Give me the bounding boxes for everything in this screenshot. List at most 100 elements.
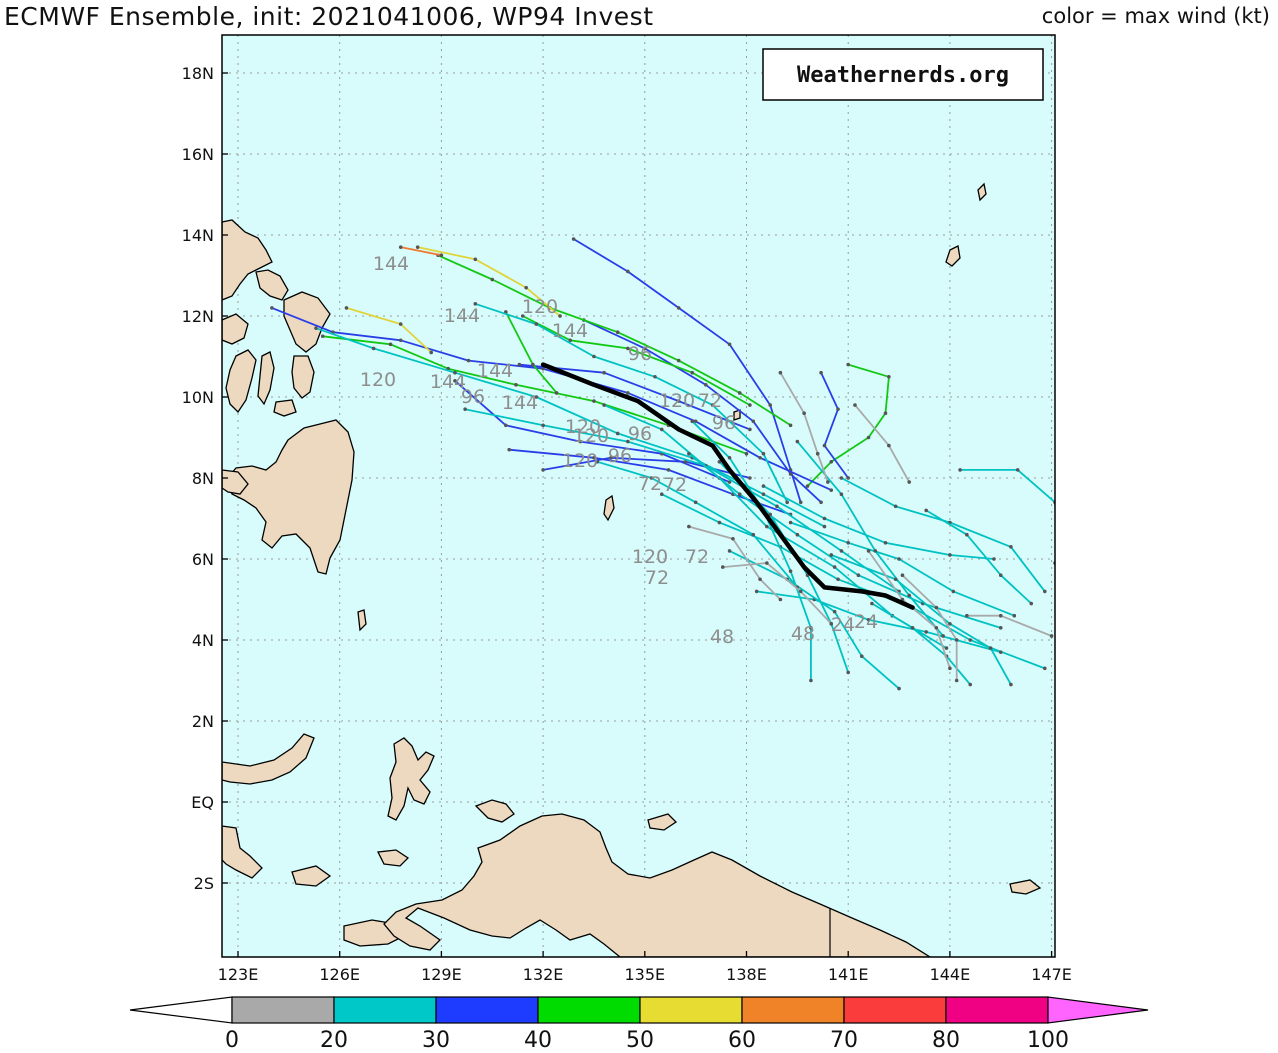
forecast-hour-label: 120 [659, 390, 695, 412]
forecast-hour-label: 144 [502, 392, 538, 414]
track-point [748, 476, 752, 480]
track-point [659, 427, 664, 432]
track-point [788, 472, 793, 476]
watermark-text: Weathernerds.org [797, 63, 1009, 88]
track-point [1009, 682, 1013, 687]
track-point [717, 460, 722, 464]
track-point [832, 565, 837, 569]
track-point [788, 423, 793, 428]
land-talaud [357, 609, 367, 632]
track-point [853, 403, 857, 407]
track-point [761, 484, 766, 488]
track-point [998, 626, 1003, 630]
track-point [887, 374, 891, 379]
track-point [568, 338, 573, 343]
track-point [751, 419, 756, 424]
track-point [415, 245, 420, 249]
track-point [846, 541, 850, 545]
land-buru [291, 865, 332, 887]
track-point [809, 678, 813, 683]
wind-colorbar: 0 20 30 40 50 60 70 80 100 [129, 996, 1149, 1053]
track-point [592, 354, 596, 359]
ensemble-member-track [519, 363, 751, 431]
colorbar-segment [843, 996, 947, 1024]
colorbar-label: 70 [830, 1028, 858, 1053]
ensemble-member-track [871, 602, 971, 686]
track-point [819, 370, 823, 375]
track-point [751, 532, 756, 537]
ensemble-member-track [901, 574, 958, 681]
forecast-hour-label: 96 [628, 343, 652, 365]
track-point [839, 476, 844, 480]
track-point [727, 549, 732, 553]
track-point [371, 346, 376, 351]
forecast-hour-label: 144 [373, 253, 409, 275]
track-point [907, 593, 912, 598]
forecast-hour-label: 120 [360, 369, 396, 391]
track-point [948, 622, 952, 626]
track-point [893, 504, 898, 509]
ensemble-member-track [691, 420, 812, 681]
forecast-hour-label: 120 [573, 425, 609, 447]
track-point [676, 399, 681, 403]
plot-frame [221, 34, 1056, 958]
track-point [815, 451, 820, 456]
axis-labels: 123E 126E 129E 132E 135E 138E 141E 144E 147E 18N 1… [182, 64, 1072, 984]
track-point [846, 476, 850, 480]
track-point [514, 383, 518, 387]
colorbar-segment [639, 996, 743, 1024]
track-point [571, 237, 576, 241]
track-point [517, 362, 522, 367]
forecast-hour-label: 96 [712, 412, 736, 434]
land-biak [647, 813, 678, 831]
track-point [866, 435, 871, 440]
colorbar-lower-extend [129, 996, 233, 1024]
track-point [934, 626, 939, 630]
track-point [866, 549, 871, 553]
track-point [765, 561, 769, 565]
colorbar-label: 0 [225, 1028, 239, 1053]
track-point [626, 269, 630, 274]
track-point [649, 476, 654, 480]
track-point [758, 455, 762, 460]
track-point [1012, 613, 1017, 618]
colorbar-segment [945, 996, 1049, 1024]
track-point [829, 460, 834, 464]
forecast-hour-label: 24 [831, 614, 855, 636]
colorbar-label: 60 [728, 1028, 756, 1053]
track-point [737, 492, 742, 497]
track-point [666, 468, 671, 472]
track-point [819, 500, 823, 505]
land-cebu [257, 351, 275, 406]
track-point [270, 306, 274, 310]
lat-tick-label: 12N [182, 307, 214, 326]
track-point [883, 411, 888, 416]
track-point [727, 480, 732, 484]
track-point [907, 480, 912, 484]
ocean-area [222, 35, 1055, 957]
ensemble-member-track [960, 468, 1055, 563]
track-point [602, 403, 606, 407]
track-point [690, 419, 695, 424]
track-point [748, 427, 752, 432]
forecast-hour-label: 72 [645, 567, 669, 589]
lon-tick-label: 144E [930, 965, 971, 984]
ensemble-member-track [417, 246, 561, 317]
track-point [778, 597, 783, 602]
track-point [826, 480, 830, 484]
track-point [541, 423, 545, 428]
forecast-hour-label: 72 [663, 474, 687, 496]
land-halmahera [387, 737, 435, 821]
track-point [809, 626, 813, 630]
track-point [453, 370, 457, 375]
lon-tick-label: 132E [523, 965, 564, 984]
track-point [717, 520, 722, 525]
mean-track-line [540, 362, 915, 610]
track-point [473, 302, 478, 306]
ensemble-member-track [583, 319, 822, 503]
track-point [873, 549, 878, 553]
track-point [866, 617, 871, 622]
colorbar-label: 80 [932, 1028, 960, 1053]
track-point [554, 391, 559, 395]
ensemble-member-track [779, 372, 829, 483]
